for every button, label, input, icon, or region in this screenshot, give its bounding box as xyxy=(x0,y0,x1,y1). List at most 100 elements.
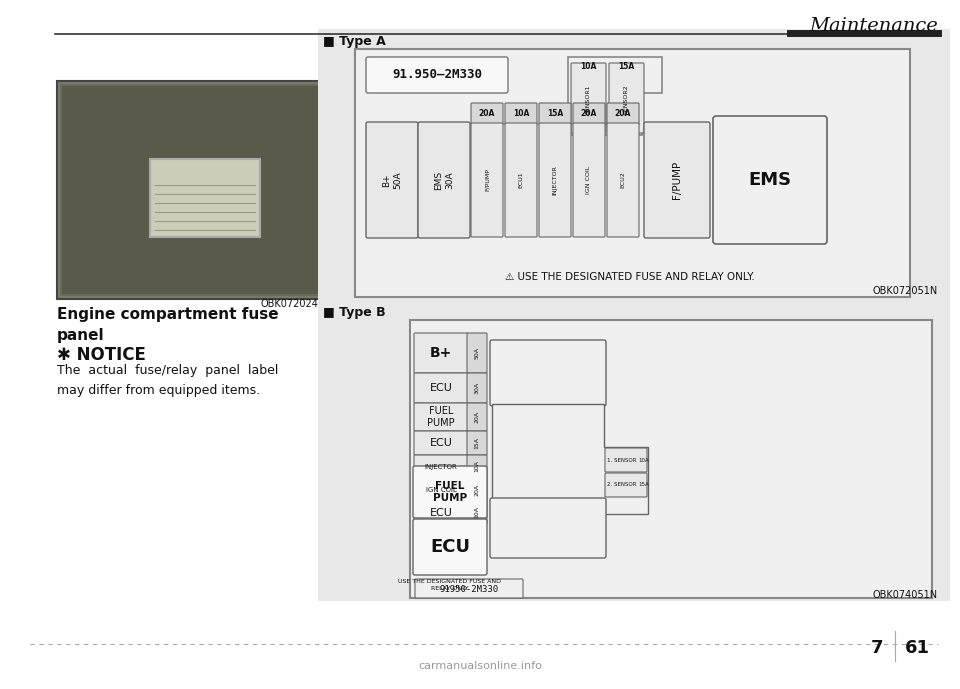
FancyBboxPatch shape xyxy=(505,123,537,237)
Text: Engine compartment fuse
panel: Engine compartment fuse panel xyxy=(57,307,278,343)
Text: 10A: 10A xyxy=(580,62,596,71)
Polygon shape xyxy=(492,404,648,514)
FancyBboxPatch shape xyxy=(609,63,644,133)
FancyBboxPatch shape xyxy=(366,122,418,238)
Text: SENSOR1: SENSOR1 xyxy=(586,84,590,114)
FancyBboxPatch shape xyxy=(713,116,827,244)
FancyBboxPatch shape xyxy=(467,373,487,403)
Text: F/PUMP: F/PUMP xyxy=(485,169,490,192)
Text: 10A: 10A xyxy=(513,110,529,119)
Text: 20A: 20A xyxy=(479,110,495,119)
Bar xyxy=(57,81,325,299)
Text: 20A: 20A xyxy=(614,110,631,119)
FancyBboxPatch shape xyxy=(418,122,470,238)
FancyBboxPatch shape xyxy=(414,501,468,524)
FancyBboxPatch shape xyxy=(366,57,508,93)
FancyBboxPatch shape xyxy=(471,123,503,237)
FancyBboxPatch shape xyxy=(573,123,605,237)
Text: 91950-2M330: 91950-2M330 xyxy=(440,584,498,593)
Text: 61: 61 xyxy=(905,639,930,657)
Text: OBK072024: OBK072024 xyxy=(260,299,318,309)
Text: 15A: 15A xyxy=(638,482,649,488)
FancyBboxPatch shape xyxy=(505,103,537,125)
Bar xyxy=(410,320,932,598)
Text: FUEL
PUMP: FUEL PUMP xyxy=(433,481,468,503)
FancyBboxPatch shape xyxy=(467,455,487,478)
FancyBboxPatch shape xyxy=(605,448,647,472)
Text: carmanualsonline.info: carmanualsonline.info xyxy=(418,661,542,671)
Text: 20A: 20A xyxy=(474,411,479,423)
Text: 1. SENSOR: 1. SENSOR xyxy=(607,457,636,462)
Text: 15A: 15A xyxy=(547,110,564,119)
Text: INJECTOR: INJECTOR xyxy=(424,464,457,469)
Bar xyxy=(60,84,322,296)
Text: 10A: 10A xyxy=(474,460,479,473)
Text: ECU: ECU xyxy=(430,538,470,556)
FancyBboxPatch shape xyxy=(539,123,571,237)
Text: 20A: 20A xyxy=(474,484,479,495)
FancyBboxPatch shape xyxy=(415,579,523,598)
Text: IGN COIL: IGN COIL xyxy=(425,486,456,493)
Text: Maintenance: Maintenance xyxy=(809,17,938,35)
Text: 15A: 15A xyxy=(474,437,479,449)
Text: 7: 7 xyxy=(871,639,883,657)
Bar xyxy=(318,29,950,601)
Polygon shape xyxy=(568,57,662,135)
FancyBboxPatch shape xyxy=(467,478,487,501)
Text: 91.950—2M330: 91.950—2M330 xyxy=(392,68,482,81)
FancyBboxPatch shape xyxy=(490,498,606,558)
FancyBboxPatch shape xyxy=(414,431,468,455)
FancyBboxPatch shape xyxy=(607,123,639,237)
Text: INJECTOR: INJECTOR xyxy=(553,165,558,195)
FancyBboxPatch shape xyxy=(607,103,639,125)
Text: ⚠ USE THE DESIGNATED FUSE AND RELAY ONLY.: ⚠ USE THE DESIGNATED FUSE AND RELAY ONLY… xyxy=(505,272,755,282)
FancyBboxPatch shape xyxy=(467,431,487,455)
Text: FUEL
PUMP: FUEL PUMP xyxy=(427,407,455,428)
Text: B+: B+ xyxy=(430,346,452,360)
FancyBboxPatch shape xyxy=(413,519,487,575)
FancyBboxPatch shape xyxy=(573,103,605,125)
Bar xyxy=(62,86,320,294)
Text: ECU: ECU xyxy=(429,508,452,517)
Text: ECU: ECU xyxy=(429,438,452,448)
Text: ■ Type A: ■ Type A xyxy=(323,35,386,48)
Text: 2. SENSOR: 2. SENSOR xyxy=(607,482,636,488)
FancyBboxPatch shape xyxy=(414,373,468,403)
Text: ECU: ECU xyxy=(429,383,452,393)
Text: 10A: 10A xyxy=(474,506,479,519)
FancyBboxPatch shape xyxy=(414,455,468,478)
Text: B+
50A: B+ 50A xyxy=(382,171,402,189)
Text: SENSOR2: SENSOR2 xyxy=(623,84,629,114)
FancyBboxPatch shape xyxy=(490,340,606,406)
FancyBboxPatch shape xyxy=(414,333,468,373)
Text: 10A: 10A xyxy=(638,457,649,462)
Text: ■ Type B: ■ Type B xyxy=(323,306,386,319)
Text: ECU2: ECU2 xyxy=(620,172,626,188)
Bar xyxy=(150,159,260,237)
Text: OBK074051N: OBK074051N xyxy=(873,590,938,600)
Text: EMS
30A: EMS 30A xyxy=(434,170,454,189)
Text: ECU1: ECU1 xyxy=(518,172,523,188)
Text: 15A: 15A xyxy=(618,62,635,71)
Text: USE THE DESIGNATED FUSE AND
RELAY ONLY: USE THE DESIGNATED FUSE AND RELAY ONLY xyxy=(398,579,501,590)
Text: ✱ NOTICE: ✱ NOTICE xyxy=(57,346,146,364)
FancyBboxPatch shape xyxy=(539,103,571,125)
FancyBboxPatch shape xyxy=(467,333,487,373)
FancyBboxPatch shape xyxy=(644,122,710,238)
FancyBboxPatch shape xyxy=(571,63,606,133)
FancyBboxPatch shape xyxy=(414,403,468,431)
Text: F/PUMP: F/PUMP xyxy=(672,161,682,199)
Text: The  actual  fuse/relay  panel  label
may differ from equipped items.: The actual fuse/relay panel label may di… xyxy=(57,364,278,397)
Text: 50A: 50A xyxy=(474,347,479,359)
Text: IGN COIL: IGN COIL xyxy=(587,166,591,194)
Text: EMS: EMS xyxy=(749,171,792,189)
FancyBboxPatch shape xyxy=(471,103,503,125)
Text: 30A: 30A xyxy=(474,382,479,394)
FancyBboxPatch shape xyxy=(414,478,468,501)
Text: OBK072051N: OBK072051N xyxy=(873,286,938,296)
Text: 20A: 20A xyxy=(581,110,597,119)
Bar xyxy=(355,49,910,297)
FancyBboxPatch shape xyxy=(467,501,487,524)
FancyBboxPatch shape xyxy=(467,403,487,431)
FancyBboxPatch shape xyxy=(413,466,487,518)
